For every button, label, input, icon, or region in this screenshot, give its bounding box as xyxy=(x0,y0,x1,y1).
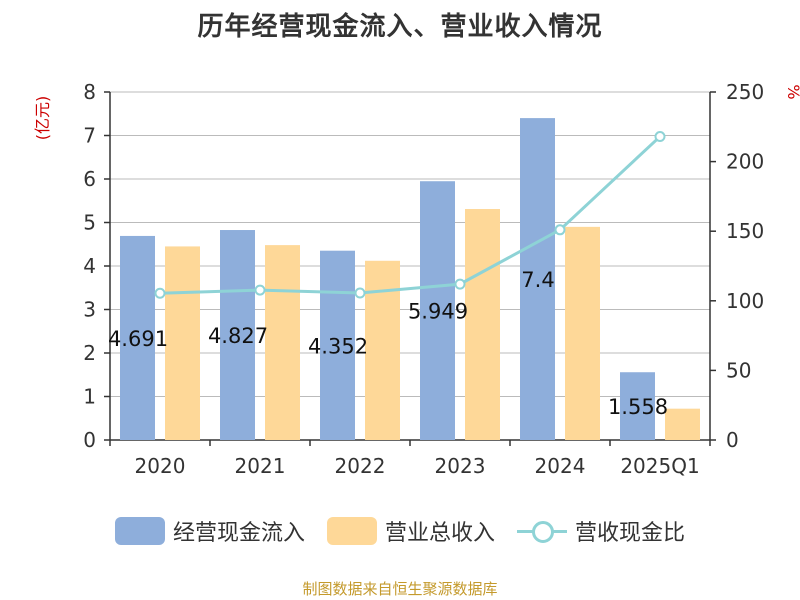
point-ratio xyxy=(354,287,366,299)
data-label-cash-inflow: 4.352 xyxy=(308,334,368,358)
legend-line-ratio-icon xyxy=(517,517,567,545)
bar-cash-inflow xyxy=(420,181,455,440)
bar-cash-inflow xyxy=(320,250,355,440)
data-label-cash-inflow: 4.827 xyxy=(208,324,268,348)
y-left-tick-label: 3 xyxy=(83,298,96,322)
bar-revenue xyxy=(365,260,400,440)
bar-revenue xyxy=(565,226,600,440)
bar-cash-inflow xyxy=(120,235,155,440)
y-left-tick-label: 8 xyxy=(83,80,96,104)
x-tick-label: 2023 xyxy=(435,454,486,478)
data-label-cash-inflow: 1.558 xyxy=(608,395,668,419)
legend-item-revenue[interactable]: 营业总收入 xyxy=(326,515,495,547)
legend-item-cash-inflow[interactable]: 经营现金流入 xyxy=(114,515,305,547)
legend-item-ratio[interactable]: 营收现金比 xyxy=(517,515,685,547)
data-label-cash-inflow: 4.691 xyxy=(108,327,168,351)
source-note: 制图数据来自恒生聚源数据库 xyxy=(302,580,498,598)
y-right-tick-label: 250 xyxy=(726,80,764,104)
legend-label-ratio: 营收现金比 xyxy=(575,521,686,546)
legend-label-revenue: 营业总收入 xyxy=(384,521,495,546)
legend-label-cash-inflow: 经营现金流入 xyxy=(172,521,305,546)
y-right-tick-label: 100 xyxy=(726,289,764,313)
bar-revenue xyxy=(165,246,200,440)
bar-revenue xyxy=(465,209,500,440)
y-left-tick-label: 6 xyxy=(83,167,96,191)
y-right-tick-label: 0 xyxy=(726,428,739,452)
x-tick-label: 2020 xyxy=(135,454,186,478)
data-label-cash-inflow: 5.949 xyxy=(408,300,468,324)
legend-swatch-revenue xyxy=(326,517,377,545)
bar-revenue xyxy=(265,245,300,440)
y-left-tick-label: 4 xyxy=(83,254,96,278)
y-left-tick-label: 5 xyxy=(83,211,96,235)
y-left-tick-label: 7 xyxy=(83,124,96,148)
y-right-tick-label: 150 xyxy=(726,219,764,243)
x-tick-label: 2024 xyxy=(535,454,586,478)
y-left-unit: (亿元) xyxy=(33,96,52,141)
legend-swatch-cash-inflow xyxy=(114,517,165,545)
y-left-tick-label: 1 xyxy=(83,385,96,409)
chart-title: 历年经营现金流入、营业收入情况 xyxy=(197,12,603,42)
point-ratio xyxy=(554,224,566,236)
bar-cash-inflow xyxy=(520,118,555,440)
y-left-tick-label: 2 xyxy=(83,341,96,365)
x-tick-label: 2025Q1 xyxy=(620,454,699,478)
bar-cash-inflow xyxy=(620,372,655,440)
y-left-tick-label: 0 xyxy=(83,428,96,452)
y-right-tick-label: 50 xyxy=(726,358,751,382)
legend: 经营现金流入 营业总收入 营收现金比 xyxy=(0,515,800,547)
line-ratio xyxy=(159,135,662,295)
point-ratio xyxy=(154,287,166,299)
x-tick-label: 2022 xyxy=(335,454,386,478)
bar-revenue xyxy=(665,408,700,440)
point-ratio xyxy=(454,278,466,290)
data-label-cash-inflow: 7.4 xyxy=(521,268,554,292)
x-tick-label: 2021 xyxy=(235,454,286,478)
y-right-unit: % xyxy=(784,84,800,99)
y-right-tick-label: 200 xyxy=(726,150,764,174)
bar-cash-inflow xyxy=(220,230,255,440)
point-ratio xyxy=(254,284,266,296)
point-ratio xyxy=(654,131,666,143)
